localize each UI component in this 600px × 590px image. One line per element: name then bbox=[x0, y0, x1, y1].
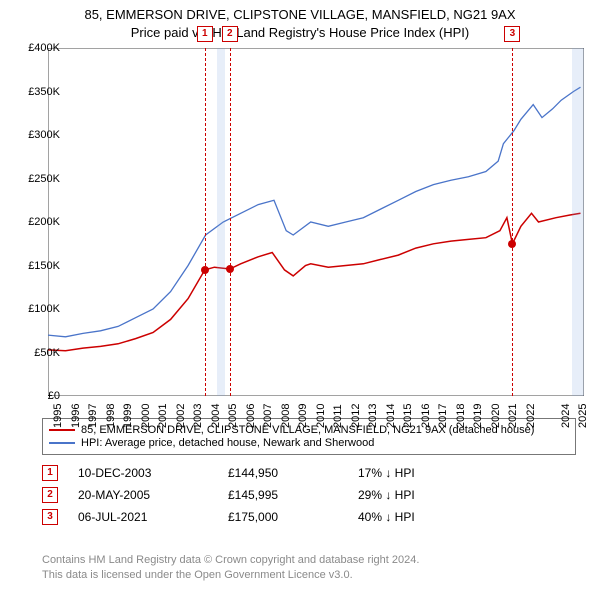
x-axis-label: 2021 bbox=[507, 404, 519, 428]
event-pct: 40% ↓ HPI bbox=[358, 510, 488, 524]
y-axis-label: £150K bbox=[28, 260, 60, 272]
event-guideline bbox=[230, 48, 231, 396]
x-axis-label: 2024 bbox=[560, 404, 572, 428]
x-axis-label: 2016 bbox=[420, 404, 432, 428]
x-axis-label: 1997 bbox=[87, 404, 99, 428]
x-axis-label: 2005 bbox=[227, 404, 239, 428]
legend-swatch-property bbox=[49, 429, 75, 431]
x-axis-label: 1995 bbox=[52, 404, 64, 428]
y-axis-label: £350K bbox=[28, 86, 60, 98]
plot-area: 123 bbox=[48, 48, 584, 396]
x-axis-label: 1998 bbox=[105, 404, 117, 428]
x-axis-label: 2012 bbox=[350, 404, 362, 428]
event-marker-2: 2 bbox=[42, 487, 58, 503]
legend-label-hpi: HPI: Average price, detached house, Newa… bbox=[81, 437, 374, 449]
highlight-band bbox=[572, 48, 584, 396]
highlight-band bbox=[217, 48, 225, 396]
y-axis-label: £0 bbox=[48, 390, 60, 402]
event-marker-box: 2 bbox=[222, 26, 238, 42]
x-axis-label: 2018 bbox=[455, 404, 467, 428]
sale-datapoint bbox=[226, 265, 234, 273]
x-axis-label: 2011 bbox=[332, 404, 344, 428]
x-axis-label: 2022 bbox=[525, 404, 537, 428]
x-axis-label: 2014 bbox=[385, 404, 397, 428]
legend-row-hpi: HPI: Average price, detached house, Newa… bbox=[49, 437, 569, 449]
event-row: 3 06-JUL-2021 £175,000 40% ↓ HPI bbox=[42, 506, 488, 528]
x-axis-label: 1996 bbox=[70, 404, 82, 428]
x-axis-label: 2003 bbox=[192, 404, 204, 428]
series-property bbox=[48, 213, 581, 350]
x-axis-label: 2015 bbox=[402, 404, 414, 428]
event-row: 2 20-MAY-2005 £145,995 29% ↓ HPI bbox=[42, 484, 488, 506]
event-marker-3: 3 bbox=[42, 509, 58, 525]
event-price: £144,950 bbox=[228, 466, 358, 480]
event-marker-1: 1 bbox=[42, 465, 58, 481]
event-price: £145,995 bbox=[228, 488, 358, 502]
x-axis-label: 2002 bbox=[175, 404, 187, 428]
y-axis-label: £200K bbox=[28, 216, 60, 228]
legend-swatch-hpi bbox=[49, 442, 75, 444]
x-axis-label: 2019 bbox=[472, 404, 484, 428]
x-axis-label: 2006 bbox=[245, 404, 257, 428]
event-date: 06-JUL-2021 bbox=[78, 510, 228, 524]
title-line-1: 85, EMMERSON DRIVE, CLIPSTONE VILLAGE, M… bbox=[0, 6, 600, 24]
x-axis-label: 2020 bbox=[490, 404, 502, 428]
event-pct: 29% ↓ HPI bbox=[358, 488, 488, 502]
event-guideline bbox=[205, 48, 206, 396]
event-pct: 17% ↓ HPI bbox=[358, 466, 488, 480]
event-marker-box: 1 bbox=[197, 26, 213, 42]
event-guideline bbox=[512, 48, 513, 396]
event-row: 1 10-DEC-2003 £144,950 17% ↓ HPI bbox=[42, 462, 488, 484]
event-date: 20-MAY-2005 bbox=[78, 488, 228, 502]
sale-datapoint bbox=[508, 240, 516, 248]
x-axis-label: 2004 bbox=[210, 404, 222, 428]
x-axis-label: 2007 bbox=[262, 404, 274, 428]
event-price: £175,000 bbox=[228, 510, 358, 524]
plot-svg bbox=[48, 48, 584, 396]
x-axis-label: 2025 bbox=[577, 404, 589, 428]
y-axis-label: £100K bbox=[28, 303, 60, 315]
x-axis-label: 2008 bbox=[280, 404, 292, 428]
x-axis-label: 2000 bbox=[140, 404, 152, 428]
footnote-line-2: This data is licensed under the Open Gov… bbox=[42, 568, 419, 582]
footnote: Contains HM Land Registry data © Crown c… bbox=[42, 553, 419, 582]
chart-frame: { "title_line1": "85, EMMERSON DRIVE, CL… bbox=[0, 0, 600, 590]
x-axis-label: 2017 bbox=[437, 404, 449, 428]
y-axis-label: £50K bbox=[34, 347, 60, 359]
sale-datapoint bbox=[201, 266, 209, 274]
x-axis-label: 1999 bbox=[122, 404, 134, 428]
y-axis-label: £250K bbox=[28, 173, 60, 185]
events-table: 1 10-DEC-2003 £144,950 17% ↓ HPI 2 20-MA… bbox=[42, 462, 488, 528]
series-hpi bbox=[48, 87, 581, 337]
x-axis-label: 2010 bbox=[315, 404, 327, 428]
x-axis-label: 2009 bbox=[297, 404, 309, 428]
x-axis-label: 2013 bbox=[367, 404, 379, 428]
event-date: 10-DEC-2003 bbox=[78, 466, 228, 480]
footnote-line-1: Contains HM Land Registry data © Crown c… bbox=[42, 553, 419, 567]
y-axis-label: £300K bbox=[28, 129, 60, 141]
x-axis-label: 2001 bbox=[157, 404, 169, 428]
y-axis-label: £400K bbox=[28, 42, 60, 54]
event-marker-box: 3 bbox=[504, 26, 520, 42]
